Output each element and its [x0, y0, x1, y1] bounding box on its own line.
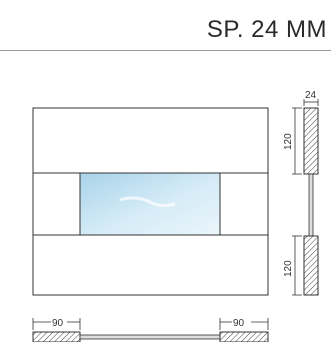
glass-reflection: [119, 196, 176, 208]
side-section: 24 120 120: [283, 90, 319, 296]
lower-section-hatch: [303, 235, 319, 296]
glass-section: [308, 173, 314, 237]
glass-plan: [79, 334, 221, 340]
title-divider: [0, 50, 331, 51]
front-elevation: [32, 107, 269, 296]
lower-height-label: 120: [283, 260, 294, 277]
upper-height-label: 120: [283, 133, 294, 150]
left-width-label: 90: [52, 318, 64, 329]
left-plan-hatch: [32, 331, 81, 342]
glass-panel: [80, 173, 220, 235]
thickness-dimension-label: 24: [305, 90, 317, 101]
right-width-label: 90: [233, 318, 245, 329]
right-plan-hatch: [219, 331, 269, 342]
upper-section-hatch: [303, 107, 319, 175]
page-title: SP. 24 MM: [206, 16, 327, 43]
plan-section: 90 90: [32, 318, 269, 342]
